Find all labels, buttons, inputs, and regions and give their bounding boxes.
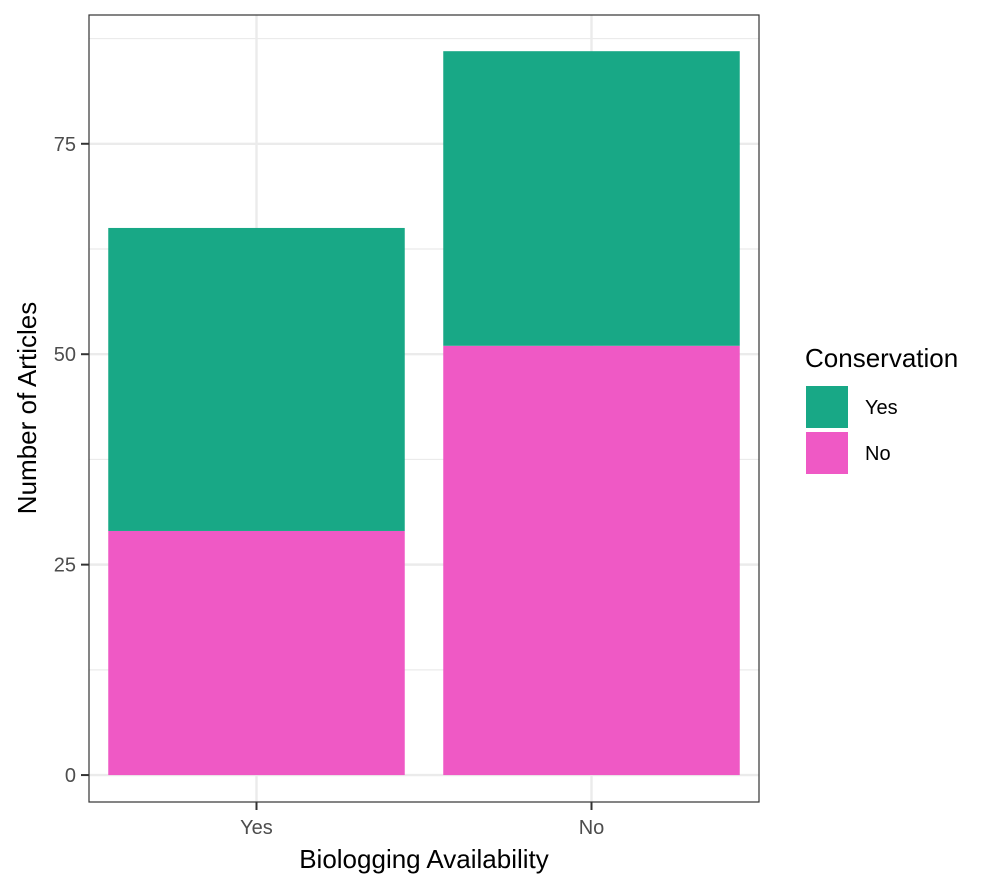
y-tick-label: 50 <box>54 344 76 366</box>
legend-entries: Yes No <box>806 386 898 474</box>
legend-swatch <box>806 432 848 474</box>
legend-label: Yes <box>865 397 898 419</box>
legend-swatch <box>806 386 848 428</box>
plot-panel-border <box>88 14 760 803</box>
y-axis: 0 25 50 75 <box>54 134 89 787</box>
y-axis-title: Number of Articles <box>12 302 42 514</box>
x-axis-title: Biologging Availability <box>299 844 549 874</box>
bars <box>108 51 740 776</box>
bar-segment <box>108 227 405 531</box>
y-tick-label: 25 <box>54 555 76 577</box>
bar-segment <box>443 51 740 346</box>
bar-segment <box>443 345 740 776</box>
legend-title: Conservation <box>805 343 958 373</box>
y-tick-label: 75 <box>54 134 76 156</box>
x-tick-label: No <box>579 817 605 839</box>
x-axis: Yes No <box>240 802 604 839</box>
legend: Conservation Yes No <box>805 343 958 474</box>
legend-label: No <box>865 443 891 465</box>
x-tick-label: Yes <box>240 817 273 839</box>
bar-segment <box>108 530 405 776</box>
y-tick-label: 0 <box>65 765 76 787</box>
